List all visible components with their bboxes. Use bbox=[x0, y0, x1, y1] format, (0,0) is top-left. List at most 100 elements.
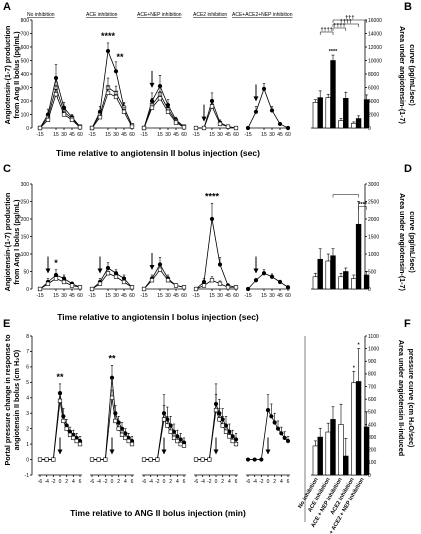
data-point-A bbox=[201, 125, 207, 131]
y-tick-label-D: 2500 bbox=[368, 199, 379, 205]
x-tick-label-E: -2 bbox=[155, 479, 160, 485]
condition-label-ace2-inhibition: ACE2 inhibition bbox=[193, 12, 227, 18]
bar-F bbox=[355, 381, 362, 476]
data-point-C bbox=[193, 286, 199, 292]
x-tick-label-A: 45 bbox=[121, 132, 127, 138]
data-point-E bbox=[74, 438, 79, 444]
data-point-A bbox=[173, 120, 179, 125]
x-tick-label-E: -4 bbox=[252, 479, 257, 485]
data-point-A bbox=[77, 125, 83, 130]
bar-B bbox=[325, 97, 331, 129]
x-tick-label-A: -15 bbox=[88, 132, 95, 138]
data-point-C bbox=[121, 279, 127, 285]
data-point-C bbox=[97, 281, 103, 286]
significance-label-E: ** bbox=[108, 353, 116, 363]
y-tick-label-E: 7 bbox=[26, 349, 29, 355]
data-point-A bbox=[113, 69, 119, 74]
significance-bracket-B bbox=[319, 31, 334, 35]
x-tick-label-C: 30 bbox=[113, 293, 119, 299]
significance-label-B: **** bbox=[329, 49, 338, 55]
x-tick-label-C: -15 bbox=[88, 293, 95, 299]
data-point-C bbox=[217, 262, 223, 267]
data-point-E bbox=[141, 457, 147, 462]
data-point-E bbox=[207, 457, 212, 462]
data-point-C bbox=[113, 271, 119, 276]
data-point-A bbox=[141, 125, 147, 131]
data-point-E bbox=[282, 435, 287, 441]
data-point-E bbox=[71, 435, 76, 441]
y-tick-label-E: 2 bbox=[26, 426, 29, 432]
bar-D bbox=[343, 271, 349, 290]
data-point-C bbox=[45, 281, 51, 286]
y-tick-label-F: 800 bbox=[368, 372, 377, 378]
data-point-E bbox=[126, 438, 131, 444]
x-tick-label-C: 60 bbox=[129, 293, 135, 299]
data-point-C bbox=[141, 286, 147, 292]
condition-label-no-inhibition: No inhibition bbox=[27, 12, 55, 18]
x-tick-label-E: 4 bbox=[72, 479, 75, 485]
y-tick-label-D: 3000 bbox=[368, 182, 379, 188]
x-tick-label-E: 2 bbox=[117, 479, 120, 485]
y-axis-title-e-line2: angiotensin II bolus (cm H₂O) bbox=[12, 349, 21, 450]
x-tick-label-E: 4 bbox=[124, 479, 127, 485]
data-point-A bbox=[193, 125, 199, 131]
data-point-A bbox=[217, 121, 223, 127]
data-point-A bbox=[97, 115, 103, 120]
y-axis-title-c-line2: from Ang I bolus (pg/mL) bbox=[12, 199, 21, 285]
y-tick-label-B: 10000 bbox=[368, 58, 382, 64]
panel-B: 0 2000 4000 6000 8000 10000 12000 14000 16000 ***… bbox=[311, 15, 382, 132]
x-tick-label-E: -2 bbox=[207, 479, 212, 485]
data-point-E bbox=[285, 438, 291, 444]
x-tick-label-A: 60 bbox=[129, 132, 135, 138]
data-point-E bbox=[181, 443, 187, 448]
series-line-A bbox=[247, 87, 289, 129]
y-tick-label-C: 300 bbox=[21, 182, 30, 188]
y-tick-label-E: 5 bbox=[26, 380, 29, 386]
data-point-E bbox=[123, 431, 128, 436]
data-point-C bbox=[77, 285, 83, 290]
data-point-E bbox=[259, 457, 264, 462]
data-point-E bbox=[171, 435, 177, 441]
y-axis-title-e-line1: Portal pressure change in response to bbox=[3, 334, 12, 466]
bar-B bbox=[317, 97, 323, 129]
data-point-E bbox=[275, 426, 281, 431]
y-axis-title-a-line2: from Ang II bolus (pg/mL) bbox=[12, 31, 21, 119]
panel-letter-c: C bbox=[3, 163, 11, 175]
x-tick-label-A: 15 bbox=[53, 132, 59, 138]
y-tick-label-F: 100 bbox=[368, 460, 377, 466]
x-tick-label-A: 15 bbox=[261, 132, 267, 138]
data-point-A bbox=[45, 117, 51, 122]
data-point-A bbox=[89, 125, 95, 131]
y-axis-title-f-line1: Area under angiotensin II-induced bbox=[397, 340, 406, 456]
significance-label-D: **** bbox=[358, 202, 367, 208]
y-tick-label-A: 600 bbox=[21, 45, 30, 51]
y-tick-label-C: 100 bbox=[21, 252, 30, 258]
y-tick-label-E: 0 bbox=[26, 457, 29, 463]
y-tick-label-F: 500 bbox=[368, 410, 377, 416]
data-point-C bbox=[149, 278, 155, 283]
x-tick-label-E: 0 bbox=[267, 479, 270, 485]
x-tick-label-E: 6 bbox=[79, 479, 82, 485]
data-point-E bbox=[168, 429, 173, 434]
data-point-E bbox=[175, 438, 180, 444]
panel-F: 0 100 200 300 400 500 600 700 800 900 1000 1100 * * bbox=[304, 334, 379, 522]
data-point-E bbox=[161, 417, 167, 422]
injection-arrowhead-E bbox=[213, 449, 219, 455]
y-tick-label-A: 200 bbox=[21, 99, 30, 105]
x-tick-label-E: 0 bbox=[215, 479, 218, 485]
data-point-C bbox=[233, 285, 239, 290]
y-tick-label-F: 600 bbox=[368, 397, 377, 403]
data-point-E bbox=[116, 420, 121, 425]
y-tick-label-D: 1500 bbox=[368, 234, 379, 240]
x-tick-label-E: -6 bbox=[142, 479, 147, 485]
y-tick-label-E: -1 bbox=[25, 473, 30, 479]
x-tick-label-E: -4 bbox=[44, 479, 49, 485]
x-tick-label-E: -6 bbox=[246, 479, 251, 485]
y-tick-label-B: 12000 bbox=[368, 45, 382, 51]
bar-F bbox=[338, 424, 344, 476]
y-axis-title-d-line2: curve (pg/mL/sec) bbox=[408, 211, 417, 273]
injection-arrowhead-A bbox=[149, 82, 155, 88]
significance-label-B: †††† bbox=[340, 19, 352, 25]
x-tick-label-E: 4 bbox=[176, 479, 179, 485]
data-point-C bbox=[121, 276, 127, 281]
